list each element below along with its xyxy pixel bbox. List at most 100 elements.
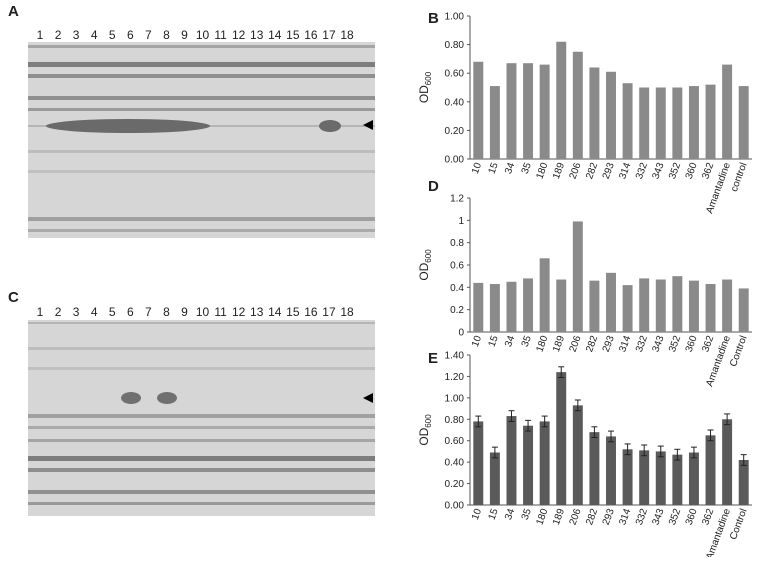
expressed-band xyxy=(157,392,177,404)
bar xyxy=(655,87,666,159)
y-axis-label: OD600 xyxy=(417,71,433,103)
x-tick-label: 293 xyxy=(601,334,617,354)
y-axis-label-main: OD xyxy=(417,427,431,445)
bar xyxy=(672,87,683,159)
x-tick-label: 314 xyxy=(617,334,633,354)
lane-number: 11 xyxy=(214,305,227,319)
bar xyxy=(589,432,600,505)
bar xyxy=(722,279,733,332)
error-bar xyxy=(525,419,532,432)
bar xyxy=(722,419,733,505)
lane-number: 3 xyxy=(73,305,80,319)
x-tick-label: 35 xyxy=(520,334,534,349)
arrowhead xyxy=(363,120,373,130)
x-tick-label: 360 xyxy=(684,334,700,354)
y-tick-label: 1.00 xyxy=(445,393,465,404)
bar xyxy=(489,452,500,505)
y-tick-label: 0.80 xyxy=(445,40,465,51)
x-tick-label: 282 xyxy=(584,334,600,354)
lane-number: 4 xyxy=(91,305,98,319)
x-tick-label: 332 xyxy=(634,507,650,527)
y-tick-label: 0.80 xyxy=(445,415,465,426)
bar xyxy=(539,421,550,505)
lane-number: 8 xyxy=(163,305,170,319)
y-axis-label-sub: 600 xyxy=(424,414,433,428)
y-tick-label: 0.4 xyxy=(450,283,464,294)
x-tick-label: 314 xyxy=(617,161,633,181)
bar xyxy=(705,84,716,159)
error-bar xyxy=(541,415,548,428)
y-tick-label: 0.6 xyxy=(450,261,464,272)
x-tick-label: 343 xyxy=(651,161,667,181)
y-tick-label: 0.00 xyxy=(445,501,465,512)
lane-number: 9 xyxy=(181,28,188,42)
lane-number: 17 xyxy=(322,28,336,42)
error-bar xyxy=(624,443,631,456)
lane-number: 2 xyxy=(55,305,62,319)
y-tick-label: 0.8 xyxy=(450,238,464,249)
lane-number: 12 xyxy=(232,28,246,42)
x-tick-label: 15 xyxy=(487,334,501,349)
lane-number: 3 xyxy=(73,28,80,42)
bar xyxy=(572,221,583,332)
expressed-band xyxy=(319,120,341,132)
x-tick-label: 15 xyxy=(487,507,501,522)
y-tick-label: 0.60 xyxy=(445,69,465,80)
x-tick-label: 189 xyxy=(551,334,567,354)
x-tick-label: 293 xyxy=(601,507,617,527)
x-tick-label: 34 xyxy=(503,161,517,176)
y-tick-label: 0 xyxy=(458,328,464,339)
x-tick-label: 343 xyxy=(651,507,667,527)
panel-label: E xyxy=(428,350,438,367)
x-tick-label: 282 xyxy=(584,161,600,181)
x-tick-label: 206 xyxy=(568,334,584,354)
lane-number: 9 xyxy=(181,305,188,319)
bar xyxy=(672,454,683,505)
x-tick-label: 314 xyxy=(617,507,633,527)
lane-number: 15 xyxy=(286,305,300,319)
y-tick-label: 0.00 xyxy=(445,155,465,166)
bar xyxy=(705,283,716,332)
error-bar xyxy=(690,446,697,459)
x-tick-label: 35 xyxy=(520,507,534,522)
bar xyxy=(473,282,484,332)
y-axis-label-main: OD xyxy=(417,262,431,280)
y-tick-label: 1.20 xyxy=(445,372,465,383)
bar xyxy=(506,281,517,332)
x-tick-label: 362 xyxy=(700,507,716,527)
lane-number: 13 xyxy=(250,305,264,319)
bar xyxy=(506,63,517,159)
bar xyxy=(556,41,567,159)
bar xyxy=(688,86,699,159)
lane-number: 14 xyxy=(268,28,282,42)
gel-c xyxy=(28,320,375,516)
lane-number: 4 xyxy=(91,28,98,42)
x-tick-label: 343 xyxy=(651,334,667,354)
y-axis-label-main: OD xyxy=(417,85,431,103)
lane-number: 14 xyxy=(268,305,282,319)
error-bar xyxy=(707,429,714,442)
y-tick-label: 0.40 xyxy=(445,97,465,108)
lane-number: 16 xyxy=(304,305,318,319)
y-tick-label: 0.40 xyxy=(445,458,465,469)
x-tick-label: 360 xyxy=(684,507,700,527)
error-bar xyxy=(591,426,598,438)
error-bar xyxy=(724,413,731,426)
error-bar xyxy=(740,454,747,466)
bar xyxy=(672,276,683,332)
y-axis-label-sub: 600 xyxy=(424,249,433,263)
bar xyxy=(705,435,716,505)
x-tick-label: 34 xyxy=(503,507,517,522)
bar xyxy=(606,436,616,505)
x-tick-label: 352 xyxy=(667,161,683,181)
x-tick-label: 35 xyxy=(520,161,534,176)
error-bar xyxy=(657,445,664,458)
lane-number: 2 xyxy=(55,28,62,42)
error-bar xyxy=(491,446,498,459)
expressed-band xyxy=(121,392,141,404)
lane-number: 10 xyxy=(196,305,210,319)
error-bar xyxy=(641,444,648,457)
lane-number: 15 xyxy=(286,28,300,42)
x-tick-label: 362 xyxy=(700,161,716,181)
x-tick-label: 362 xyxy=(700,334,716,354)
